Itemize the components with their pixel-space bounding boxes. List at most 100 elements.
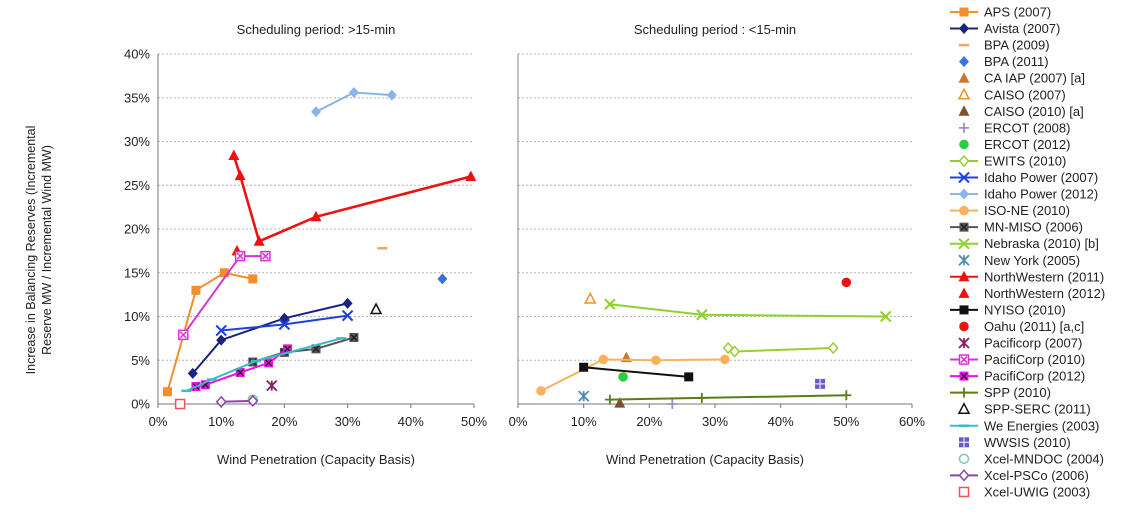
series-ercot-2008: [667, 399, 678, 409]
data-point: [234, 169, 246, 181]
data-point: [266, 379, 278, 392]
series-spp-serc-2011: [369, 302, 383, 315]
series-xcel-psco-2006: [215, 394, 259, 408]
legend-label: Nebraska (2010) [b]: [984, 236, 1099, 251]
legend-marker: [958, 486, 970, 498]
y-tick-label: 5%: [131, 353, 150, 368]
data-point: [341, 309, 354, 322]
series-pacificorp-2007: [266, 379, 278, 392]
data-point: [827, 341, 839, 355]
series-line: [609, 394, 847, 401]
data-point: [234, 250, 246, 262]
right-chart-panel: 0% 10% 20% 30% 40% 50% 60% Scheduling period : …: [509, 22, 926, 467]
data-point: [536, 386, 546, 396]
series-xcel-uwig-2003: [174, 398, 186, 410]
series-nyiso-2010: [579, 362, 694, 382]
legend-item-bpa-2011: BPA (2011): [959, 54, 1049, 69]
x-tick-label: 20%: [636, 414, 662, 429]
legend-label: APS (2007): [984, 5, 1051, 20]
series-ewits-2010: [722, 341, 839, 358]
legend-marker: [959, 139, 969, 150]
x-tick-label: 60%: [899, 414, 925, 429]
data-point: [216, 334, 227, 346]
legend-marker: [959, 56, 969, 68]
series-caiso-2010-a: [614, 397, 626, 408]
legend-item-xcel-mndoc-2004: Xcel-MNDOC (2004): [958, 451, 1104, 466]
legend-label: CAISO (2010) [a]: [984, 104, 1084, 119]
legend-label: Pacificorp (2007): [984, 336, 1082, 351]
legend-item-idaho-power-2007: Idaho Power (2007): [950, 170, 1098, 185]
data-point: [604, 298, 616, 310]
data-point: [248, 274, 258, 284]
data-point: [815, 378, 826, 389]
legend-item-ercot-2008: ERCOT (2008): [959, 120, 1070, 135]
data-point: [696, 392, 707, 403]
x-tick-label: 10%: [208, 414, 234, 429]
data-point: [278, 318, 291, 331]
legend-item-ewits-2010: EWITS (2010): [950, 153, 1066, 168]
series-iso-ne-2010: [536, 354, 730, 396]
x-tick-label: 30%: [335, 414, 361, 429]
legend-label: ERCOT (2012): [984, 137, 1070, 152]
data-point: [310, 210, 322, 222]
legend-label: NorthWestern (2011): [984, 269, 1104, 284]
legend-label: BPA (2011): [984, 54, 1049, 69]
legend-label: NYISO (2010): [984, 302, 1066, 317]
series-ercot-2012: [618, 372, 628, 382]
legend-label: Xcel-UWIG (2003): [984, 484, 1090, 499]
legend-label: EWITS (2010): [984, 153, 1066, 168]
data-point: [579, 362, 589, 372]
x-tick-label: 40%: [768, 414, 794, 429]
series-bpa-2011: [437, 273, 448, 285]
legend-label: Idaho Power (2012): [984, 187, 1098, 202]
data-point: [729, 345, 741, 358]
legend-item-spp-serc-2011: SPP-SERC (2011): [957, 402, 1091, 417]
chart-legend: APS (2007)Avista (2007) BPA (2009)BPA (20…: [950, 5, 1105, 499]
x-tick-label: 0%: [509, 414, 528, 429]
legend-marker: [959, 205, 969, 216]
legend-marker: [958, 254, 970, 266]
series-line: [166, 271, 254, 393]
legend-label: Xcel-MNDOC (2004): [984, 451, 1104, 466]
legend-item-bpa-2009: BPA (2009): [959, 38, 1050, 53]
legend-marker: [958, 453, 970, 465]
legend-label: NorthWestern (2012): [984, 286, 1105, 301]
data-point: [228, 149, 240, 160]
data-point: [253, 235, 265, 246]
data-point: [720, 354, 730, 365]
legend-label: BPA (2009): [984, 38, 1050, 53]
legend-item-ca-iap-2007-a: CA IAP (2007) [a]: [958, 71, 1085, 86]
legend-marker: [957, 402, 971, 414]
legend-item-xcel-uwig-2003: Xcel-UWIG (2003): [958, 484, 1090, 499]
data-point: [178, 329, 189, 341]
left-chart-panel: 0% 5% 10% 15% 20% 25% 30% 35% 40% 0% 10% 20% 30% 40% 5…: [124, 22, 487, 467]
data-point: [618, 372, 628, 382]
legend-marker: [959, 222, 969, 232]
x-tick-label: 50%: [461, 414, 487, 429]
x-tick-label: 40%: [398, 414, 424, 429]
legend-label: We Energies (2003): [984, 418, 1099, 433]
x-tick-label: 30%: [702, 414, 728, 429]
series-new-york-2005: [578, 390, 590, 402]
legend-label: Avista (2007): [984, 21, 1060, 36]
legend-marker: [959, 387, 969, 398]
series-wwsis-2010: [815, 378, 826, 389]
y-tick-label: 0%: [131, 397, 150, 412]
series-idaho-power-2007: [215, 309, 354, 337]
legend-item-northwestern-2011: NorthWestern (2011): [950, 269, 1104, 284]
data-point: [191, 285, 201, 295]
legend-item-oahu-2011-a-c: Oahu (2011) [a,c]: [959, 319, 1084, 334]
series-line: [232, 155, 472, 244]
legend-item-mn-miso-2006: MN-MISO (2006): [950, 220, 1083, 235]
legend-label: Oahu (2011) [a,c]: [984, 319, 1084, 334]
data-point: [348, 87, 359, 98]
data-point: [841, 277, 852, 288]
legend-marker: [958, 171, 970, 184]
legend-marker: [958, 337, 970, 349]
chart-title: Scheduling period: >15-min: [237, 22, 396, 37]
y-tick-label: 30%: [124, 134, 150, 149]
legend-item-nyiso-2010: NYISO (2010): [950, 302, 1066, 317]
legend-marker: [958, 270, 970, 282]
data-point: [437, 273, 448, 285]
legend-item-avista-2007: Avista (2007): [950, 21, 1060, 36]
